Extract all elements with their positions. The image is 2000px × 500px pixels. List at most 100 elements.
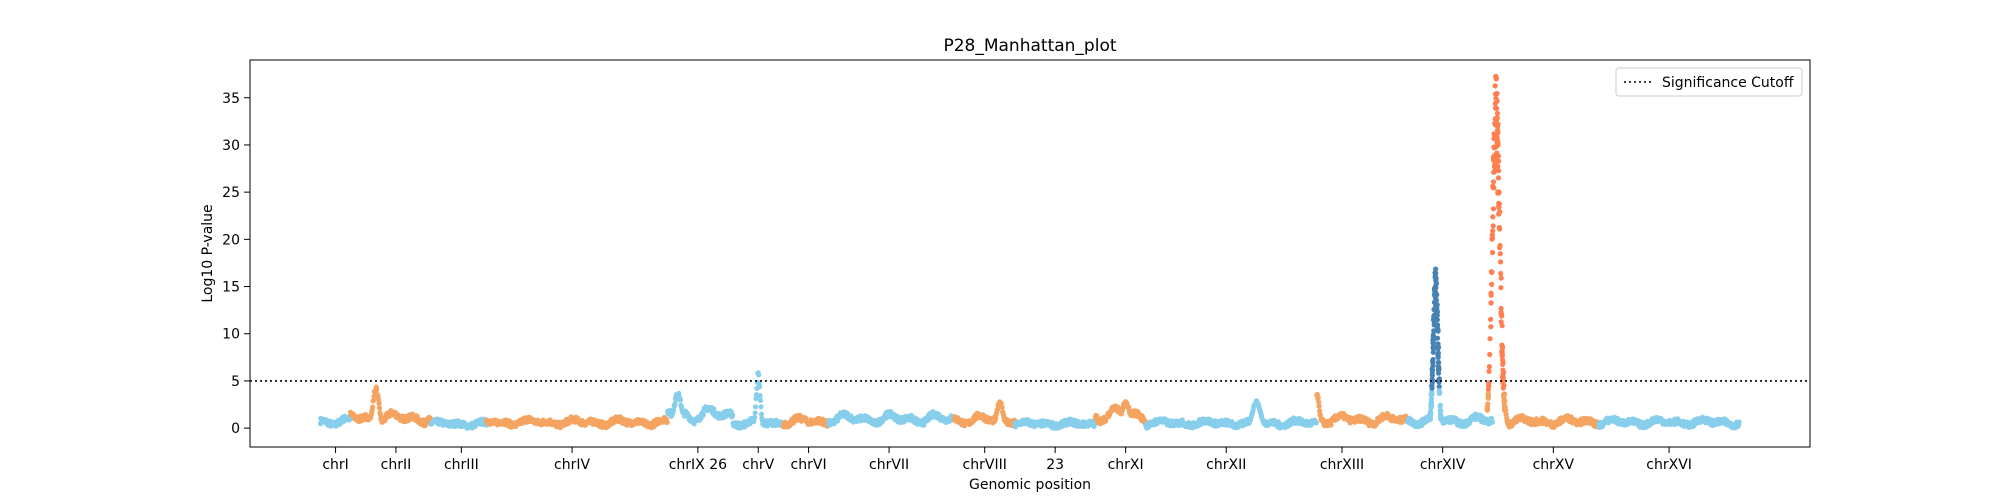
y-ticks: 0 5 10 15 20 25 30 35 (222, 91, 250, 437)
data-point (1499, 349, 1505, 355)
y-tick-label: 10 (222, 327, 240, 343)
data-point (1432, 289, 1438, 295)
x-tick-label: chrXI (1108, 457, 1144, 473)
data-point (1494, 110, 1501, 116)
x-tick-label: 23 (1046, 457, 1064, 473)
data-point (1499, 353, 1505, 359)
data-point (1498, 311, 1504, 317)
data-point (1428, 396, 1435, 402)
data-point (1490, 228, 1496, 234)
y-tick-label: 35 (222, 91, 240, 107)
data-point (999, 404, 1005, 410)
data-point (1488, 292, 1494, 298)
data-point (1498, 285, 1504, 291)
data-point (671, 407, 677, 413)
data-point (1498, 305, 1504, 312)
y-tick-label: 30 (222, 138, 240, 154)
data-point (1492, 105, 1499, 111)
data-point (1485, 395, 1491, 401)
data-point (1436, 390, 1442, 396)
data-point (377, 412, 383, 418)
y-tick-label: 5 (231, 374, 240, 390)
data-point (376, 400, 382, 406)
data-point (376, 405, 383, 411)
data-point (752, 404, 759, 410)
data-point (1432, 313, 1438, 319)
data-point (1429, 367, 1436, 373)
data-point (1484, 404, 1490, 410)
x-tick-label: chrIV (554, 457, 590, 473)
data-point (921, 422, 927, 428)
y-tick-label: 15 (222, 280, 240, 296)
data-point (1501, 400, 1507, 406)
x-tick-label: chrXV (1533, 457, 1575, 473)
x-tick-label: chrXIV (1420, 457, 1466, 473)
data-point (1437, 408, 1443, 414)
data-point (1492, 91, 1499, 97)
data-point (1493, 121, 1499, 127)
data-point (1486, 364, 1492, 370)
data-point (1433, 266, 1439, 272)
data-point (1502, 407, 1508, 413)
data-point (677, 397, 684, 403)
data-point (1493, 95, 1499, 101)
data-point (1433, 280, 1439, 287)
data-point (1491, 157, 1497, 163)
data-point (1428, 410, 1434, 416)
data-point (700, 412, 707, 418)
data-point (1493, 75, 1500, 81)
data-point (1434, 335, 1441, 341)
data-point (1435, 354, 1441, 360)
data-point (1493, 144, 1499, 150)
x-tick-label: chrXIII (1320, 457, 1364, 473)
data-point (1495, 175, 1502, 181)
data-point (1487, 336, 1493, 342)
data-point (1500, 361, 1506, 367)
x-tick-label: chrV (742, 457, 774, 473)
y-tick-label: 0 (231, 421, 240, 437)
legend: Significance Cutoff (1615, 67, 1803, 97)
x-axis-label: Genomic position (969, 477, 1091, 493)
data-point (1498, 270, 1504, 277)
data-point (1430, 337, 1436, 343)
data-point (1438, 413, 1444, 419)
data-point (1499, 343, 1505, 349)
data-point (1736, 419, 1742, 425)
data-point (1486, 383, 1492, 389)
data-point (1489, 232, 1495, 238)
data-point (1432, 293, 1438, 299)
data-point (1316, 403, 1322, 409)
data-point (1492, 166, 1498, 172)
data-point (1313, 420, 1319, 426)
data-point (1498, 275, 1504, 281)
data-point (1316, 399, 1322, 405)
data-point (1494, 115, 1500, 121)
data-point (1435, 326, 1441, 332)
data-point (1433, 307, 1440, 313)
y-tick-label: 20 (222, 232, 240, 248)
chart-title: P28_Manhattan_plot (943, 36, 1116, 56)
data-point (1491, 185, 1497, 191)
data-point (1500, 357, 1506, 363)
data-point (1490, 206, 1497, 212)
data-point (370, 404, 376, 410)
data-point (1435, 367, 1442, 373)
data-point (752, 410, 758, 416)
data-point (1490, 223, 1496, 229)
data-point (1497, 259, 1504, 265)
data-point (1433, 285, 1439, 291)
data-point (374, 387, 380, 393)
data-point (1328, 422, 1334, 428)
data-point (1490, 179, 1497, 185)
data-point (1315, 395, 1321, 401)
data-point (1488, 324, 1494, 330)
x-tick-label: chrVII (869, 457, 909, 473)
y-axis-label: Log10 P-value (200, 204, 216, 302)
data-point (711, 406, 717, 412)
data-point (1437, 403, 1443, 409)
axes-frame (249, 59, 1811, 448)
data-point (375, 393, 381, 399)
data-point (1488, 300, 1494, 306)
data-point (1429, 372, 1435, 378)
